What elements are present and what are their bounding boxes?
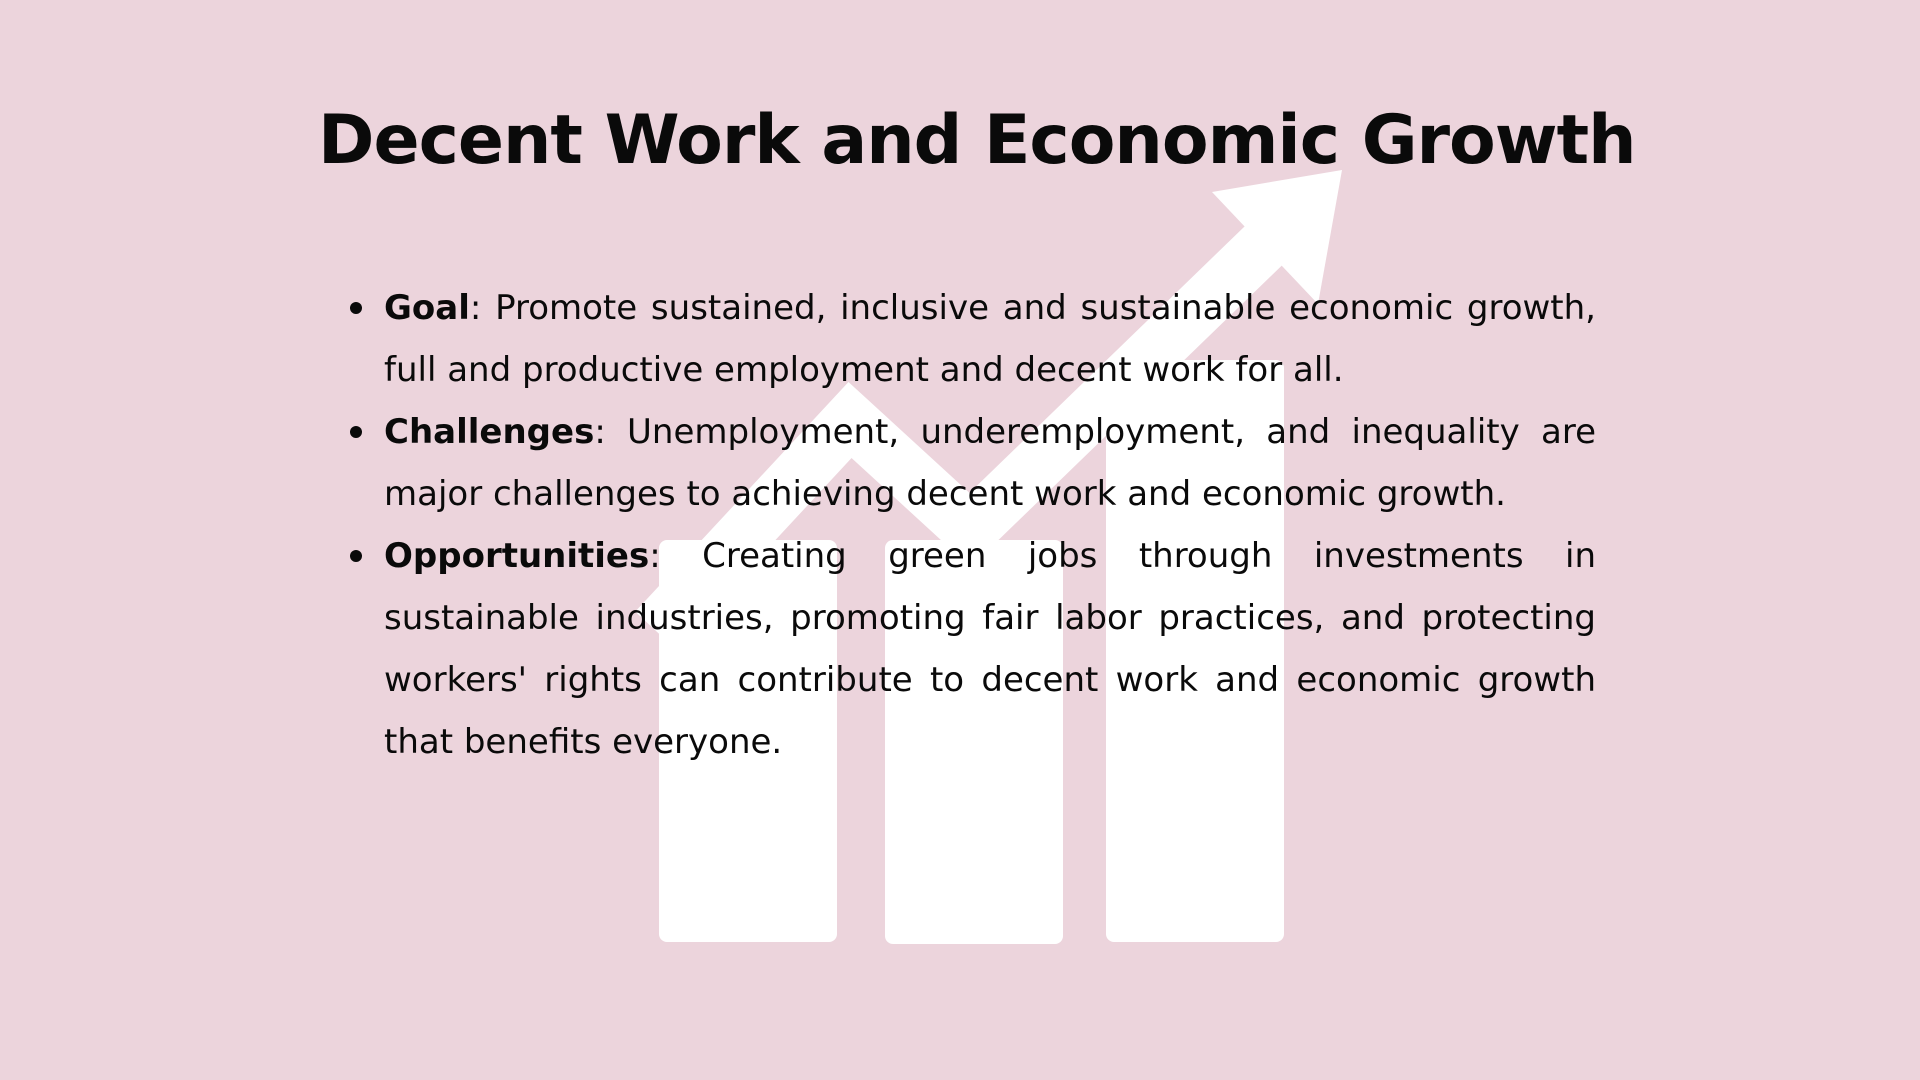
bullet-text: : Creating green jobs through investment…: [384, 536, 1596, 762]
bullet-item-opportunities: Opportunities: Creating green jobs throu…: [350, 525, 1596, 773]
bullet-term: Challenges: [384, 412, 595, 452]
bullet-list: Goal: Promote sustained, inclusive and s…: [350, 277, 1596, 773]
bullet-text: : Unemployment, underemployment, and ine…: [384, 412, 1596, 514]
bullet-term: Opportunities: [384, 536, 650, 576]
bullet-term: Goal: [384, 288, 470, 328]
bullet-icon: [350, 550, 362, 562]
slide-title: Decent Work and Economic Growth: [318, 101, 1637, 180]
bullet-icon: [350, 426, 362, 438]
bullet-item-challenges: Challenges: Unemployment, underemploymen…: [350, 401, 1596, 525]
bullet-text: : Promote sustained, inclusive and susta…: [384, 288, 1596, 390]
bullet-item-goal: Goal: Promote sustained, inclusive and s…: [350, 277, 1596, 401]
bullet-icon: [350, 302, 362, 314]
